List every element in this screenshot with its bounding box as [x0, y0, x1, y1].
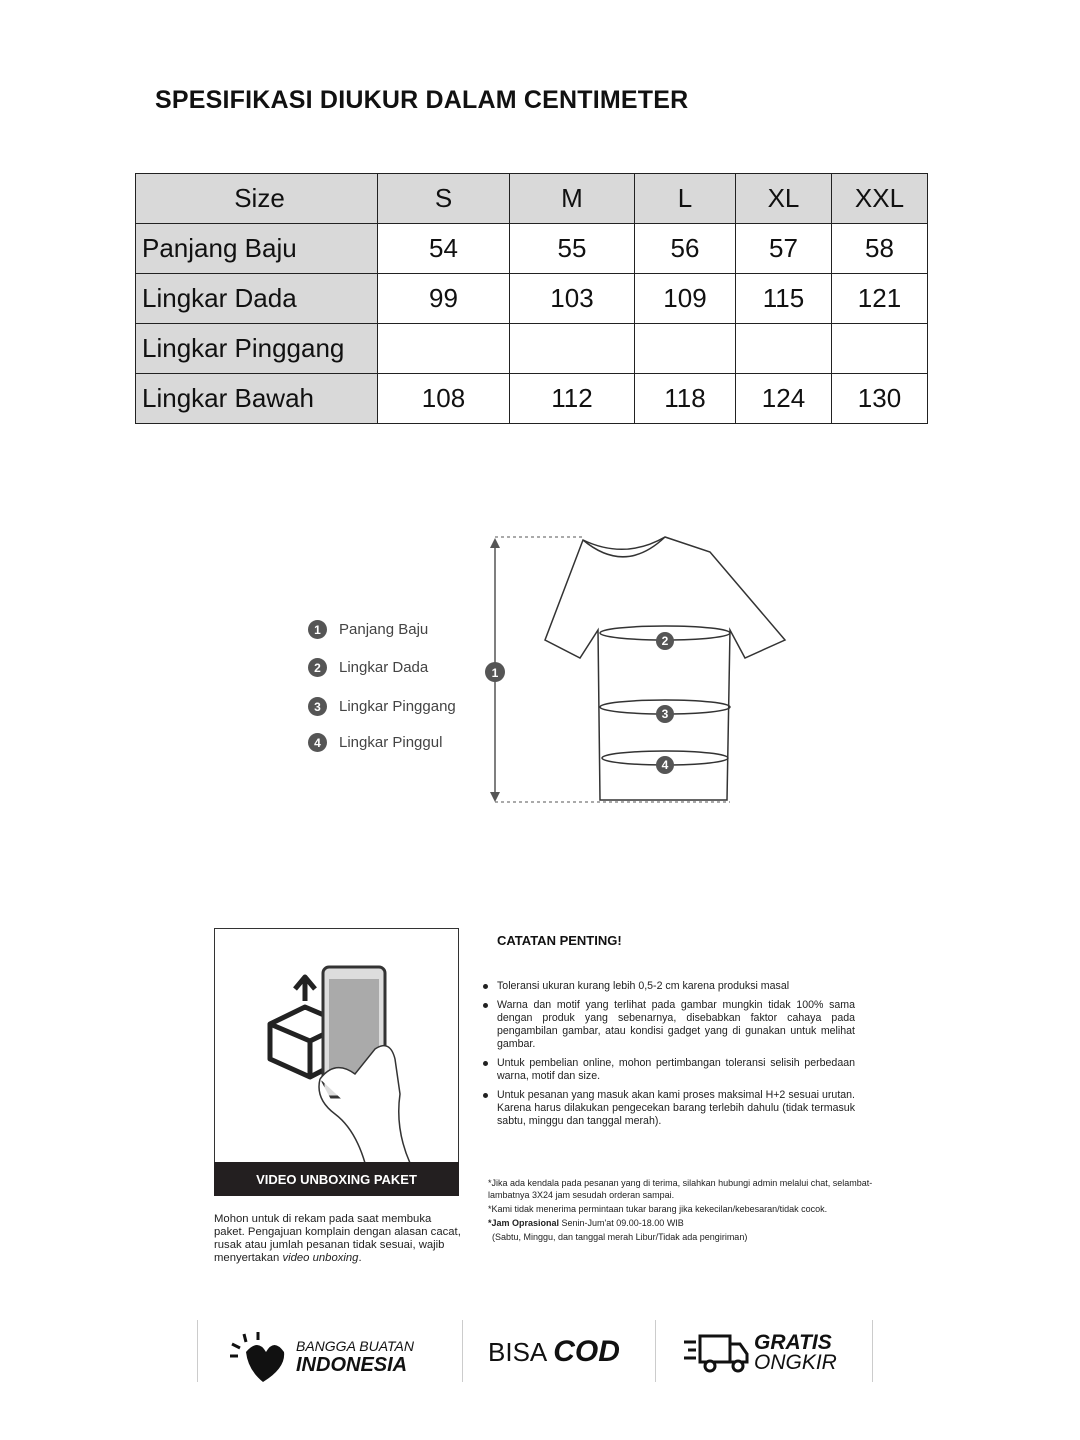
table-cell: 57 [735, 223, 832, 274]
badge-text-top: GRATIS [754, 1330, 832, 1354]
table-header-row: Size S M L XL XXL [135, 173, 928, 224]
footnote: *Kami tidak menerima permintaan tukar ba… [488, 1204, 828, 1214]
badge-text-bottom: ONGKIR [754, 1350, 837, 1374]
legend-label: Lingkar Dada [339, 659, 429, 676]
unboxing-text: Mohon untuk di rekam pada saat membuka p… [214, 1213, 464, 1265]
svg-text:1: 1 [492, 666, 499, 680]
svg-text:4: 4 [662, 758, 669, 772]
badge-ongkir: GRATIS ONGKIR [682, 1330, 837, 1375]
footnotes: *Jika ada kendala pada pesanan yang di t… [488, 1177, 878, 1245]
heart-hand-icon [230, 1332, 285, 1382]
legend-label: Lingkar Pinggul [339, 734, 443, 751]
table-cell [831, 323, 928, 374]
legend-label: Lingkar Pinggang [339, 698, 456, 715]
table-row: Panjang Baju 54 55 56 57 58 [135, 223, 928, 274]
table-cell: 124 [735, 373, 832, 424]
table-cell: 108 [377, 373, 510, 424]
row-label: Lingkar Pinggang [135, 323, 378, 374]
unboxing-panel [214, 928, 459, 1196]
note-item: Untuk pesanan yang masuk akan kami prose… [483, 1089, 855, 1128]
unboxing-banner: VIDEO UNBOXING PAKET [214, 1162, 459, 1196]
svg-text:3: 3 [662, 707, 669, 721]
divider [655, 1320, 656, 1382]
header-cell: M [509, 173, 635, 224]
legend-item: 3 Lingkar Pinggang [308, 697, 456, 716]
table-cell: 103 [509, 273, 635, 324]
divider [462, 1320, 463, 1382]
legend-item: 2 Lingkar Dada [308, 658, 428, 677]
notes-list: Toleransi ukuran kurang lebih 0,5-2 cm k… [483, 980, 855, 1134]
note-item: Untuk pembelian online, mohon pertimbang… [483, 1057, 855, 1083]
footnote: (Sabtu, Minggu, dan tanggal merah Libur/… [492, 1232, 748, 1242]
notes-title: CATATAN PENTING! [497, 933, 622, 948]
table-cell [509, 323, 635, 374]
row-label: Lingkar Bawah [135, 373, 378, 424]
table-cell: 56 [634, 223, 736, 274]
table-cell: 99 [377, 273, 510, 324]
badge-cod: BISA COD [488, 1335, 620, 1369]
table-cell: 130 [831, 373, 928, 424]
footnote: *Jam Oprasional Senin-Jum'at 09.00-18.00… [488, 1217, 878, 1229]
shirt-diagram: 1 2 3 4 [485, 536, 787, 803]
table-row: Lingkar Pinggang [135, 323, 928, 374]
legend-label: Panjang Baju [339, 621, 429, 638]
legend-number: 1 [308, 620, 327, 639]
table-cell [735, 323, 832, 374]
row-label: Lingkar Dada [135, 273, 378, 324]
badge-text-bold: COD [553, 1335, 620, 1368]
legend-number: 4 [308, 733, 327, 752]
header-cell: L [634, 173, 736, 224]
footnote-text: Senin-Jum'at 09.00-18.00 WIB [559, 1218, 684, 1228]
legend-number: 3 [308, 697, 327, 716]
badge-indonesia: BANGGA BUATAN INDONESIA [228, 1330, 414, 1385]
footnote-bold: *Jam Oprasional [488, 1218, 560, 1228]
note-item: Warna dan motif yang terlihat pada gamba… [483, 999, 855, 1051]
unboxing-text-end: . [358, 1252, 362, 1264]
table-cell: 54 [377, 223, 510, 274]
legend-item: 1 Panjang Baju [308, 620, 428, 639]
table-cell: 115 [735, 273, 832, 324]
table-cell: 121 [831, 273, 928, 324]
row-label: Panjang Baju [135, 223, 378, 274]
footnote: *Jika ada kendala pada pesanan yang di t… [488, 1178, 873, 1200]
badge-text-bottom: INDONESIA [296, 1354, 408, 1376]
table-cell: 118 [634, 373, 736, 424]
badge-text-top: BANGGA BUATAN [296, 1338, 414, 1354]
unboxing-text-em: video unboxing [282, 1252, 359, 1264]
note-item: Toleransi ukuran kurang lebih 0,5-2 cm k… [483, 980, 855, 993]
table-cell: 55 [509, 223, 635, 274]
header-cell: XXL [831, 173, 928, 224]
size-table: Size S M L XL XXL Panjang Baju 54 55 56 57 58… [135, 173, 928, 424]
header-cell: Size [135, 173, 378, 224]
svg-text:2: 2 [662, 634, 669, 648]
phone-box-icon [267, 965, 411, 1164]
table-cell: 58 [831, 223, 928, 274]
unboxing-text-main: Mohon untuk di rekam pada saat membuka p… [214, 1213, 461, 1264]
badge-text-light: BISA [488, 1336, 548, 1367]
table-cell: 112 [509, 373, 635, 424]
legend-item: 4 Lingkar Pinggul [308, 733, 442, 752]
table-cell: 109 [634, 273, 736, 324]
header-cell: XL [735, 173, 832, 224]
table-row: Lingkar Dada 99 103 109 115 121 [135, 273, 928, 324]
delivery-truck-icon [684, 1334, 749, 1373]
legend-number: 2 [308, 658, 327, 677]
page-title: SPESIFIKASI DIUKUR DALAM CENTIMETER [155, 86, 689, 114]
header-cell: S [377, 173, 510, 224]
table-cell [634, 323, 736, 374]
table-cell [377, 323, 510, 374]
table-row: Lingkar Bawah 108 112 118 124 130 [135, 373, 928, 424]
divider [197, 1320, 198, 1382]
divider [872, 1320, 873, 1382]
